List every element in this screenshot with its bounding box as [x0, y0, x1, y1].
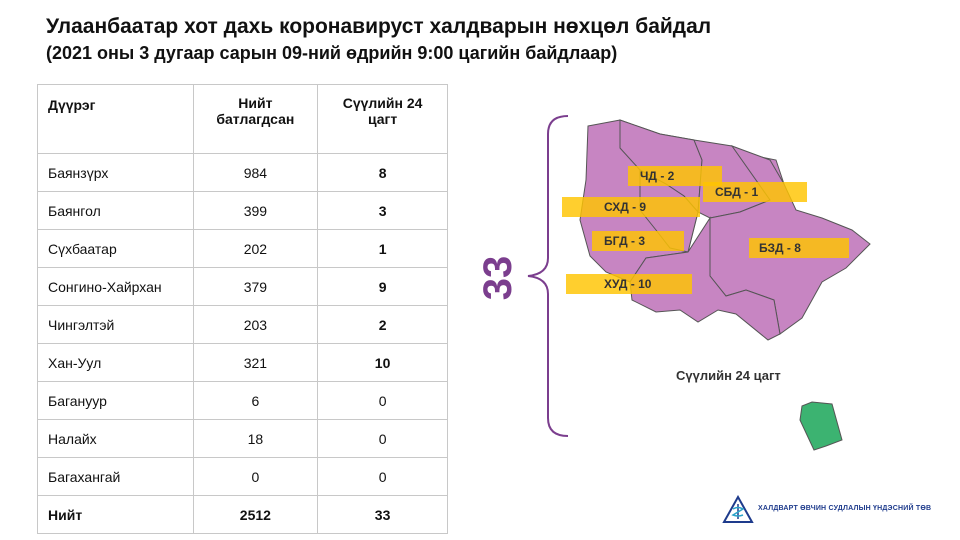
table-row: Баянзүрх 984 8: [37, 153, 448, 192]
total-cell: 6: [192, 381, 319, 420]
district-hud-shape: [629, 216, 781, 341]
district-cases-table: Дүүрэг Нийт батлагдсан Сүүлийн 24 цагт Б…: [37, 84, 448, 534]
table-row: Багануур 6 0: [37, 381, 448, 420]
label-sbd: СБД - 1: [703, 182, 807, 202]
district-cell: Багахангай: [37, 457, 194, 496]
table-row: Чингэлтэй 203 2: [37, 305, 448, 344]
last24-cell: 10: [317, 343, 448, 382]
table-row: Сонгино-Хайрхан 379 9: [37, 267, 448, 306]
label-bzd: БЗД - 8: [749, 238, 849, 258]
table-row: Налайх 18 0: [37, 419, 448, 458]
total-label-cell: Нийт: [37, 495, 194, 534]
table-row: Сүхбаатар 202 1: [37, 229, 448, 268]
last24-cell: 2: [317, 305, 448, 344]
district-cell: Чингэлтэй: [37, 305, 194, 344]
total-cell: 321: [192, 343, 319, 382]
total-cell: 984: [192, 153, 319, 192]
last24-cell: 0: [317, 457, 448, 496]
total-last24-cell: 33: [317, 495, 448, 534]
label-bgd: БГД - 3: [592, 231, 684, 251]
district-map-svg: [527, 115, 871, 451]
total-bracket: [527, 115, 569, 437]
label-shd: СХД - 9: [562, 197, 700, 217]
last24-cell: 1: [317, 229, 448, 268]
total-cell: 399: [192, 191, 319, 230]
label-hud: ХУД - 10: [566, 274, 692, 294]
total-cell: 379: [192, 267, 319, 306]
column-header-last24: Сүүлийн 24 цагт: [317, 84, 448, 154]
table-header-row: Дүүрэг Нийт батлагдсан Сүүлийн 24 цагт: [37, 84, 448, 154]
total-cell: 202: [192, 229, 319, 268]
organization-logo-icon: [722, 495, 754, 523]
total-last24-number: 33: [476, 255, 520, 301]
district-cell: Баянзүрх: [37, 153, 194, 192]
district-cell: Баянгол: [37, 191, 194, 230]
table-total-row: Нийт 2512 33: [37, 495, 448, 534]
label-chd: ЧД - 2: [628, 166, 722, 186]
map-caption: Сүүлийн 24 цагт: [676, 368, 781, 383]
column-header-total: Нийт батлагдсан: [192, 84, 319, 154]
table-row: Багахангай 0 0: [37, 457, 448, 496]
page-title: Улаанбаатар хот дахь коронавируст халдва…: [46, 15, 712, 38]
total-cell: 0: [192, 457, 319, 496]
district-nalaikh-shape: [799, 401, 843, 451]
page-subtitle: (2021 оны 3 дугаар сарын 09-ний өдрийн 9…: [46, 43, 618, 63]
district-cell: Хан-Уул: [37, 343, 194, 382]
table-row: Баянгол 399 3: [37, 191, 448, 230]
district-cell: Багануур: [37, 381, 194, 420]
district-cell: Налайх: [37, 419, 194, 458]
district-cell: Сүхбаатар: [37, 229, 194, 268]
last24-cell: 9: [317, 267, 448, 306]
last24-cell: 3: [317, 191, 448, 230]
last24-cell: 8: [317, 153, 448, 192]
total-cell: 203: [192, 305, 319, 344]
district-map: [470, 100, 950, 460]
table-row: Хан-Уул 321 10: [37, 343, 448, 382]
last24-cell: 0: [317, 419, 448, 458]
last24-cell: 0: [317, 381, 448, 420]
total-cell: 18: [192, 419, 319, 458]
district-cell: Сонгино-Хайрхан: [37, 267, 194, 306]
column-header-district: Дүүрэг: [37, 84, 194, 154]
total-sum-cell: 2512: [192, 495, 319, 534]
organization-name: ХАЛДВАРТ ӨВЧИН СУДЛАЛЫН ҮНДЭСНИЙ ТӨВ: [758, 505, 932, 512]
